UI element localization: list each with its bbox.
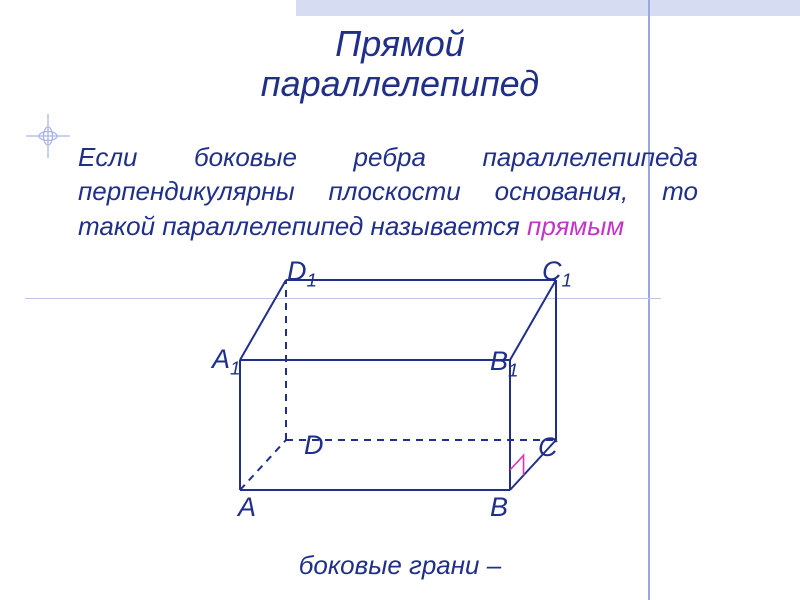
label-D: D bbox=[304, 430, 324, 461]
edge-D1A1 bbox=[240, 280, 286, 360]
ornament-icon bbox=[26, 114, 70, 158]
label-C1: C1 bbox=[542, 256, 572, 292]
bottom-caption-text: боковые грани – bbox=[299, 550, 501, 580]
parallelepiped-figure bbox=[220, 260, 580, 510]
bottom-caption: боковые грани – bbox=[0, 550, 800, 581]
edge-AD bbox=[240, 440, 286, 490]
label-A1: A1 bbox=[212, 344, 241, 380]
title-line1: Прямой bbox=[335, 23, 465, 64]
page-title: Прямой параллелепипед bbox=[0, 24, 800, 105]
definition-highlight: прямым bbox=[527, 211, 624, 241]
label-B: B bbox=[490, 492, 508, 523]
label-D1: D1 bbox=[287, 256, 317, 292]
label-C: C bbox=[538, 432, 558, 463]
hidden-edges bbox=[240, 280, 556, 490]
label-B1: B1 bbox=[490, 346, 519, 382]
visible-edges bbox=[240, 280, 556, 490]
definition-text: Если боковые ребра параллелепипеда перпе… bbox=[78, 140, 698, 243]
top-band bbox=[296, 0, 800, 16]
label-A: A bbox=[238, 492, 256, 523]
title-line2: параллелепипед bbox=[261, 63, 539, 104]
right-angle-marker bbox=[510, 455, 524, 475]
